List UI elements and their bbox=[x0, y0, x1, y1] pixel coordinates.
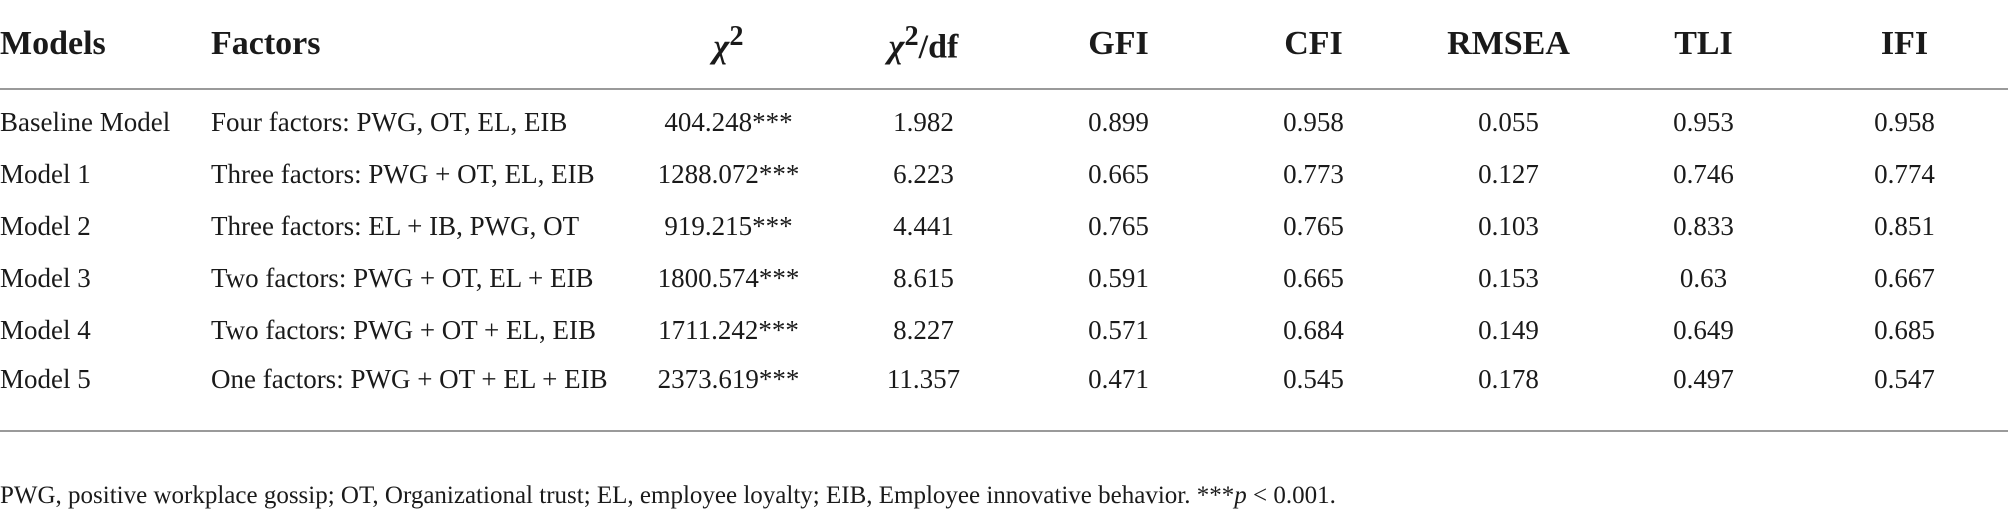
header-factors: Factors bbox=[211, 0, 631, 90]
header-chi2: χ2 bbox=[631, 0, 826, 90]
cell-model: Model 2 bbox=[0, 210, 91, 241]
cell-tli: 0.649 bbox=[1673, 314, 1734, 345]
cell-rmsea: 0.178 bbox=[1478, 364, 1539, 394]
cell-chi2-df: 11.357 bbox=[886, 364, 961, 394]
table-footnote: PWG, positive workplace gossip; OT, Orga… bbox=[0, 482, 1336, 510]
cell-cfi: 0.765 bbox=[1283, 210, 1344, 241]
footnote-threshold: < 0.001. bbox=[1246, 482, 1336, 509]
cell-tli: 0.746 bbox=[1673, 158, 1734, 189]
cell-chi2: 2373.619*** bbox=[657, 364, 800, 394]
cell-cfi: 0.684 bbox=[1283, 314, 1344, 345]
cell-ifi: 0.685 bbox=[1874, 314, 1935, 345]
cell-tli: 0.497 bbox=[1673, 364, 1734, 394]
cell-tli: 0.833 bbox=[1673, 210, 1734, 241]
cell-chi2: 1288.072*** bbox=[657, 158, 800, 189]
cell-gfi: 0.765 bbox=[1088, 210, 1149, 241]
header-chi2-df: χ2/df bbox=[826, 0, 1021, 90]
cell-gfi: 0.471 bbox=[1088, 364, 1149, 394]
cell-ifi: 0.958 bbox=[1874, 106, 1935, 137]
chi-symbol: χ bbox=[888, 28, 905, 66]
cell-model: Model 3 bbox=[0, 262, 91, 293]
table-row: Model 3 Two factors: PWG + OT, EL + EIB … bbox=[0, 252, 2008, 304]
cell-gfi: 0.591 bbox=[1088, 262, 1149, 293]
cell-chi2-df: 1.982 bbox=[893, 106, 954, 137]
cell-chi2-df: 6.223 bbox=[893, 158, 954, 189]
cell-chi2: 404.248*** bbox=[664, 106, 793, 137]
cell-factors: Four factors: PWG, OT, EL, EIB bbox=[211, 106, 568, 137]
cell-ifi: 0.851 bbox=[1874, 210, 1935, 241]
chi-superscript: 2 bbox=[904, 21, 919, 53]
chi-superscript: 2 bbox=[729, 21, 744, 53]
cell-chi2-df: 4.441 bbox=[893, 210, 954, 241]
cell-gfi: 0.571 bbox=[1088, 314, 1149, 345]
cell-cfi: 0.545 bbox=[1283, 364, 1344, 394]
header-row: Models Factors χ2 χ2/df GFI CFI RMSEA TL… bbox=[0, 0, 2008, 90]
cell-model: Model 4 bbox=[0, 314, 91, 345]
cell-model: Model 5 bbox=[0, 364, 91, 394]
table-row: Baseline Model Four factors: PWG, OT, EL… bbox=[0, 89, 2008, 148]
cell-tli: 0.953 bbox=[1673, 106, 1734, 137]
cell-gfi: 0.665 bbox=[1088, 158, 1149, 189]
cell-chi2-df: 8.615 bbox=[893, 262, 954, 293]
cell-rmsea: 0.127 bbox=[1478, 158, 1539, 189]
cell-rmsea: 0.153 bbox=[1478, 262, 1539, 293]
cell-cfi: 0.958 bbox=[1283, 106, 1344, 137]
cell-ifi: 0.667 bbox=[1874, 262, 1935, 293]
cell-factors: One factors: PWG + OT + EL + EIB bbox=[211, 364, 608, 394]
cell-model: Baseline Model bbox=[0, 106, 171, 137]
model-fit-table: Models Factors χ2 χ2/df GFI CFI RMSEA TL… bbox=[0, 0, 2008, 432]
chi-symbol: χ bbox=[713, 28, 730, 66]
cell-rmsea: 0.149 bbox=[1478, 314, 1539, 345]
cell-gfi: 0.899 bbox=[1088, 106, 1149, 137]
table-row: Model 4 Two factors: PWG + OT + EL, EIB … bbox=[0, 304, 2008, 356]
cell-chi2-df: 8.227 bbox=[893, 314, 954, 345]
cell-ifi: 0.774 bbox=[1874, 158, 1935, 189]
cell-chi2: 1711.242*** bbox=[658, 314, 799, 345]
cell-cfi: 0.773 bbox=[1283, 158, 1344, 189]
header-gfi: GFI bbox=[1021, 0, 1216, 90]
header-ifi: IFI bbox=[1801, 0, 2008, 90]
results-table-container: Models Factors χ2 χ2/df GFI CFI RMSEA TL… bbox=[0, 0, 2008, 432]
cell-chi2: 1800.574*** bbox=[657, 262, 800, 293]
cell-tli: 0.63 bbox=[1679, 262, 1728, 293]
cell-cfi: 0.665 bbox=[1283, 262, 1344, 293]
cell-factors: Three factors: PWG + OT, EL, EIB bbox=[211, 158, 595, 189]
footnote-text: PWG, positive workplace gossip; OT, Orga… bbox=[0, 482, 1235, 509]
cell-factors: Two factors: PWG + OT, EL + EIB bbox=[211, 262, 594, 293]
cell-factors: Two factors: PWG + OT + EL, EIB bbox=[211, 314, 597, 345]
table-row: Model 2 Three factors: EL + IB, PWG, OT … bbox=[0, 200, 2008, 252]
header-rmsea: RMSEA bbox=[1411, 0, 1606, 90]
header-cfi: CFI bbox=[1216, 0, 1411, 90]
cell-factors: Three factors: EL + IB, PWG, OT bbox=[211, 210, 580, 241]
cell-ifi: 0.547 bbox=[1874, 364, 1935, 394]
cell-chi2: 919.215*** bbox=[664, 210, 793, 241]
table-row: Model 5 One factors: PWG + OT + EL + EIB… bbox=[0, 356, 2008, 431]
header-tli: TLI bbox=[1606, 0, 1801, 90]
cell-model: Model 1 bbox=[0, 158, 91, 189]
cell-rmsea: 0.103 bbox=[1478, 210, 1539, 241]
cell-rmsea: 0.055 bbox=[1478, 106, 1539, 137]
table-row: Model 1 Three factors: PWG + OT, EL, EIB… bbox=[0, 148, 2008, 200]
header-models: Models bbox=[0, 0, 211, 90]
p-value-symbol: p bbox=[1234, 482, 1247, 509]
df-suffix: /df bbox=[918, 28, 959, 66]
